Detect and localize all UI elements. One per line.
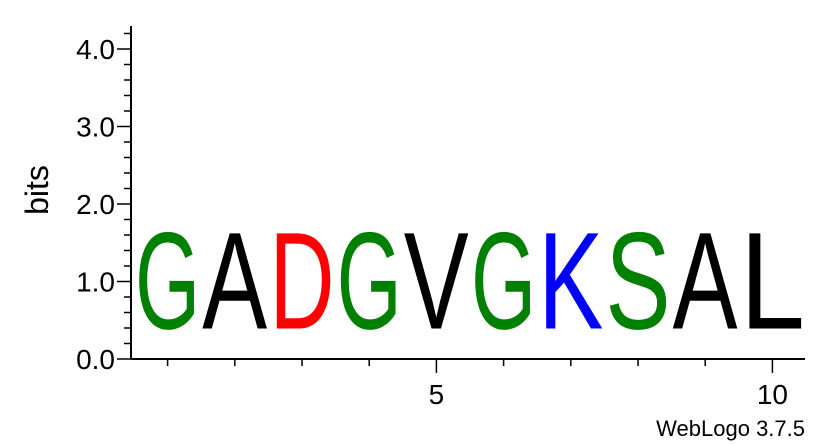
y-tick-label: 2.0 xyxy=(76,189,115,220)
logo-letter-g: G xyxy=(337,204,402,359)
y-tick-label: 3.0 xyxy=(76,112,115,143)
logo-letter-v: V xyxy=(404,205,469,359)
logo-letter-l: L xyxy=(740,204,805,358)
y-tick-label: 1.0 xyxy=(76,267,115,298)
logo-letter-s: S xyxy=(605,205,670,359)
y-tick-label: 4.0 xyxy=(76,34,115,65)
x-tick-label: 5 xyxy=(429,379,445,410)
logo-letter-a: A xyxy=(202,205,267,359)
logo-letter-a: A xyxy=(673,205,738,359)
logo-letter-k: K xyxy=(538,205,603,359)
logo-letter-g: G xyxy=(135,204,200,359)
weblogo-credit: WebLogo 3.7.5 xyxy=(656,416,805,441)
x-axis: 5 10 xyxy=(131,358,805,410)
logo-letter-d: D xyxy=(269,203,334,358)
logo-letter-g: G xyxy=(471,204,536,359)
y-tick-label: 0.0 xyxy=(76,344,115,375)
y-axis-label: bits xyxy=(19,165,55,215)
y-axis: 0.0 1.0 2.0 3.0 4.0 xyxy=(76,26,132,375)
x-tick-label: 10 xyxy=(757,379,788,410)
